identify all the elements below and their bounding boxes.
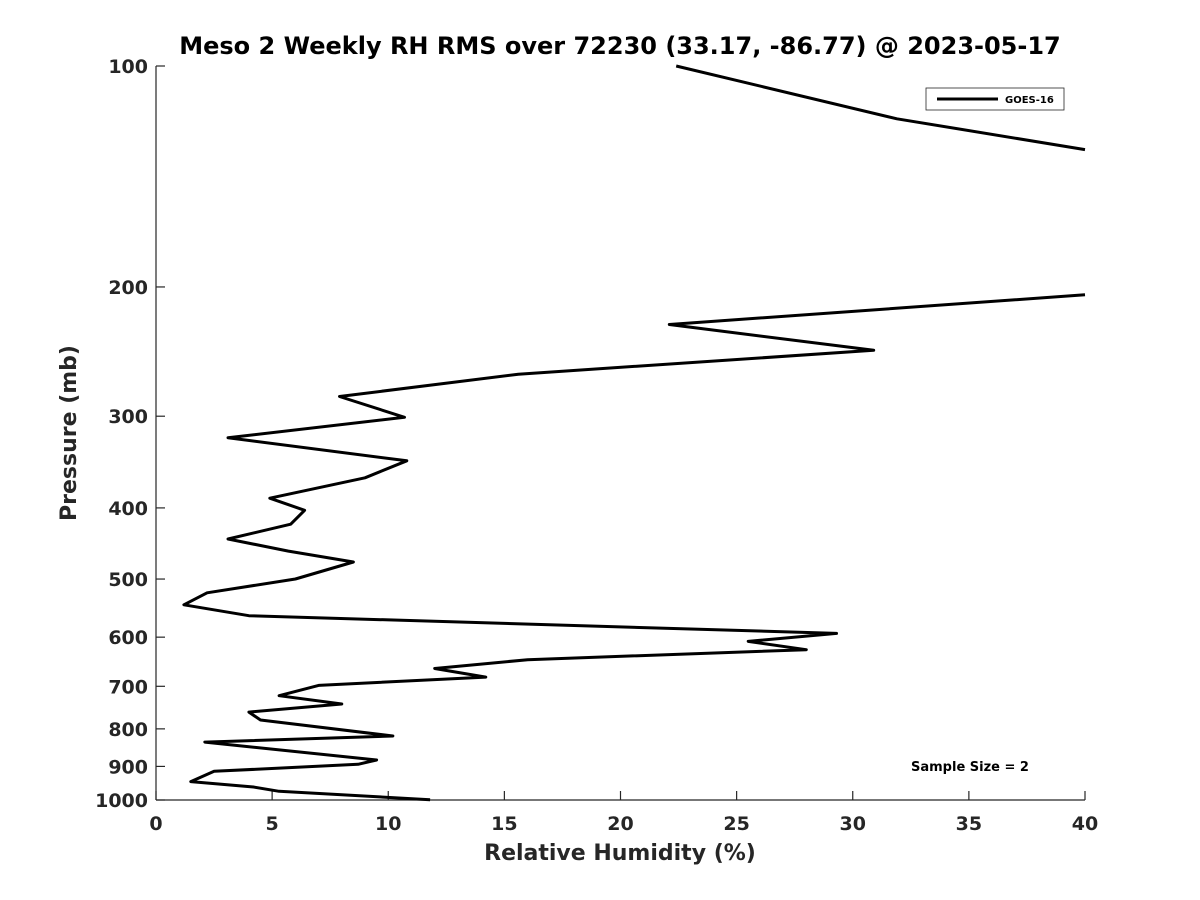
- y-tick-label: 400: [108, 498, 148, 520]
- x-tick-label: 10: [375, 813, 401, 835]
- x-tick-label: 40: [1072, 813, 1098, 835]
- y-tick-label: 500: [108, 569, 148, 591]
- axes: [155, 66, 1085, 801]
- chart-title: Meso 2 Weekly RH RMS over 72230 (33.17, …: [179, 32, 1061, 60]
- x-tick-label: 5: [266, 813, 279, 835]
- y-tick-label: 200: [108, 277, 148, 299]
- series-line-goes-16: [675, 64, 1086, 152]
- y-tick-label: 600: [108, 627, 148, 649]
- sample-size-annotation: Sample Size = 2: [911, 760, 1029, 775]
- x-axis-label: Relative Humidity (%): [484, 841, 756, 866]
- x-tick-label: 0: [149, 813, 162, 835]
- legend: GOES-16: [925, 87, 1065, 111]
- x-tick-label: 25: [723, 813, 749, 835]
- series-line-goes-16: [182, 293, 1086, 802]
- series-group: [182, 64, 1086, 802]
- y-tick-label: 1000: [95, 790, 148, 812]
- x-tick-label: 20: [607, 813, 633, 835]
- legend-label-goes-16: GOES-16: [1005, 95, 1054, 106]
- y-tick-label: 700: [108, 676, 148, 698]
- y-tick-label: 100: [108, 56, 148, 78]
- x-tick-label: 30: [840, 813, 866, 835]
- x-tick-label: 35: [956, 813, 982, 835]
- y-ticks: 100 200 300 400 500 600 700 800 900 1000: [95, 56, 165, 812]
- x-ticks: 0 5 10 15 20 25 30 35 40: [149, 791, 1098, 835]
- x-tick-label: 15: [491, 813, 517, 835]
- y-tick-label: 300: [108, 406, 148, 428]
- y-axis-label: Pressure (mb): [57, 345, 82, 521]
- y-tick-label: 800: [108, 719, 148, 741]
- y-tick-label: 900: [108, 756, 148, 778]
